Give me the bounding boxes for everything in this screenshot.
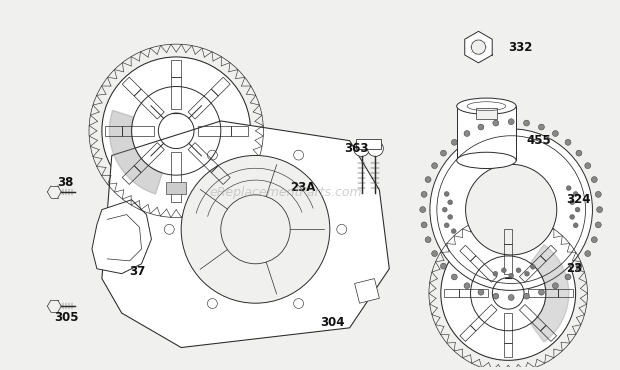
- Circle shape: [478, 289, 484, 295]
- Circle shape: [464, 131, 470, 137]
- Text: 23A: 23A: [290, 181, 316, 195]
- Circle shape: [432, 163, 438, 169]
- Polygon shape: [109, 110, 162, 194]
- Circle shape: [525, 271, 529, 276]
- Circle shape: [565, 274, 571, 280]
- Circle shape: [466, 164, 557, 255]
- Circle shape: [508, 119, 514, 125]
- Circle shape: [595, 222, 601, 228]
- Circle shape: [576, 263, 582, 269]
- Bar: [476, 108, 497, 119]
- Circle shape: [596, 207, 603, 213]
- Circle shape: [464, 283, 470, 289]
- Circle shape: [574, 192, 578, 196]
- Circle shape: [523, 120, 529, 126]
- Bar: [457, 106, 516, 160]
- Circle shape: [585, 250, 591, 256]
- Polygon shape: [465, 31, 492, 63]
- Circle shape: [181, 155, 330, 303]
- Circle shape: [516, 268, 521, 273]
- Text: 455: 455: [526, 134, 551, 147]
- Ellipse shape: [457, 98, 516, 114]
- Circle shape: [552, 131, 559, 137]
- Circle shape: [493, 293, 499, 299]
- Circle shape: [523, 293, 529, 299]
- Circle shape: [444, 223, 449, 228]
- Circle shape: [440, 263, 446, 269]
- Polygon shape: [355, 279, 379, 303]
- Circle shape: [440, 150, 446, 156]
- Circle shape: [441, 226, 575, 360]
- Circle shape: [508, 273, 513, 278]
- Circle shape: [595, 191, 601, 197]
- Text: 23: 23: [565, 262, 582, 275]
- Circle shape: [471, 40, 485, 54]
- Circle shape: [425, 176, 431, 182]
- Circle shape: [451, 139, 458, 145]
- Circle shape: [102, 57, 250, 205]
- Polygon shape: [530, 245, 569, 342]
- Circle shape: [566, 186, 571, 191]
- Circle shape: [448, 200, 453, 205]
- Circle shape: [451, 274, 458, 280]
- Circle shape: [421, 222, 427, 228]
- Ellipse shape: [457, 152, 516, 168]
- Circle shape: [570, 215, 575, 219]
- Circle shape: [591, 237, 597, 243]
- Polygon shape: [102, 121, 389, 347]
- Circle shape: [538, 124, 544, 130]
- Bar: [166, 182, 186, 194]
- Circle shape: [565, 139, 571, 145]
- Circle shape: [502, 268, 507, 273]
- Text: 332: 332: [508, 41, 533, 54]
- Circle shape: [576, 150, 582, 156]
- Text: eReplacementParts.com: eReplacementParts.com: [209, 186, 361, 199]
- Text: 305: 305: [55, 312, 79, 324]
- Circle shape: [448, 215, 453, 219]
- Circle shape: [432, 250, 438, 256]
- Circle shape: [538, 289, 544, 295]
- Text: 38: 38: [57, 175, 74, 189]
- Circle shape: [368, 141, 383, 157]
- Circle shape: [585, 163, 591, 169]
- Circle shape: [420, 207, 426, 213]
- Circle shape: [421, 191, 427, 197]
- Circle shape: [530, 264, 535, 269]
- Bar: [356, 139, 381, 149]
- Circle shape: [451, 229, 456, 233]
- Circle shape: [353, 141, 370, 157]
- Text: 324: 324: [565, 193, 590, 206]
- Text: 363: 363: [345, 142, 369, 155]
- Circle shape: [591, 176, 597, 182]
- Circle shape: [425, 237, 431, 243]
- Text: 37: 37: [130, 265, 146, 278]
- Circle shape: [575, 207, 580, 212]
- Circle shape: [574, 223, 578, 228]
- Circle shape: [493, 120, 499, 126]
- Circle shape: [430, 129, 593, 290]
- Circle shape: [478, 124, 484, 130]
- Circle shape: [493, 271, 498, 276]
- Circle shape: [570, 200, 575, 205]
- Text: 304: 304: [320, 316, 345, 329]
- Polygon shape: [92, 200, 151, 274]
- Circle shape: [444, 192, 449, 196]
- Circle shape: [552, 283, 559, 289]
- Circle shape: [508, 295, 514, 300]
- Circle shape: [442, 207, 447, 212]
